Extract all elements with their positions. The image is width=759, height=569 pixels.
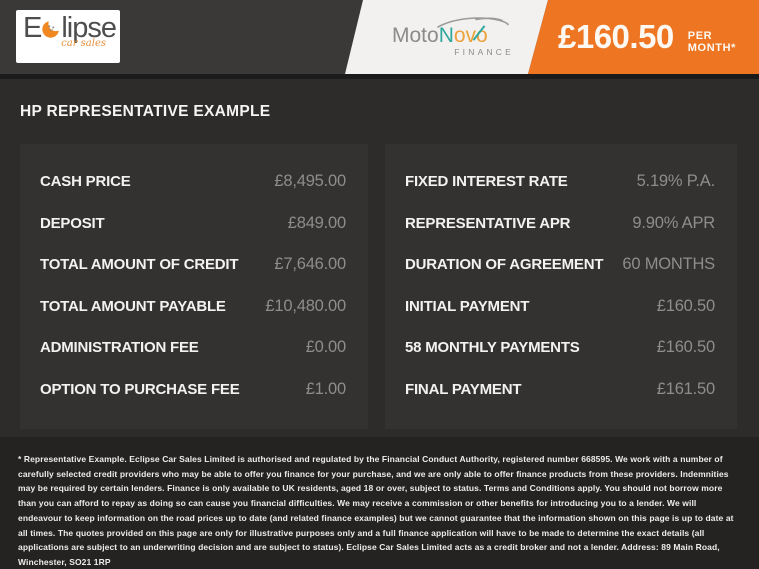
table-row: OPTION TO PURCHASE FEE £1.00	[40, 369, 346, 411]
finance-row-value: £849.00	[287, 213, 346, 232]
eclipse-logo-prefix: E	[23, 12, 42, 44]
eclipse-logo-tagline: car sales	[61, 38, 106, 49]
table-row: INITIAL PAYMENT £160.50	[405, 286, 715, 328]
eclipse-moon-icon	[42, 18, 63, 38]
table-row: REPRESENTATIVE APR 9.90% APR	[405, 203, 715, 245]
monthly-price: £160.50	[558, 18, 674, 55]
finance-row-label: ADMINISTRATION FEE	[40, 339, 199, 357]
finance-row-label: DEPOSIT	[40, 214, 105, 232]
table-row: FINAL PAYMENT £161.50	[405, 369, 715, 411]
finance-row-value: £1.00	[305, 379, 346, 398]
monthly-price-banner: £160.50 PER MONTH*	[528, 0, 759, 74]
main-content: HP REPRESENTATIVE EXAMPLE CASH PRICE £8,…	[0, 79, 759, 437]
finance-row-value: £161.50	[656, 379, 715, 398]
disclaimer-text: * Representative Example. Eclipse Car Sa…	[18, 454, 734, 567]
finance-row-value: £7,646.00	[274, 255, 346, 274]
finance-row-label: OPTION TO PURCHASE FEE	[40, 380, 240, 398]
finance-row-label: INITIAL PAYMENT	[405, 297, 530, 315]
finance-row-label: CASH PRICE	[40, 173, 131, 191]
table-row: ADMINISTRATION FEE £0.00	[40, 327, 346, 369]
finance-row-label: DURATION OF AGREEMENT	[405, 256, 604, 274]
finance-row-label: FINAL PAYMENT	[405, 380, 522, 398]
eclipse-logo-suffix: lipse	[61, 12, 117, 44]
table-row: TOTAL AMOUNT PAYABLE £10,480.00	[40, 286, 346, 328]
finance-row-label: REPRESENTATIVE APR	[405, 214, 571, 232]
finance-row-value: £8,495.00	[274, 172, 346, 191]
finance-row-label: TOTAL AMOUNT OF CREDIT	[40, 256, 239, 274]
car-swoosh-icon	[437, 17, 509, 28]
finance-row-label: TOTAL AMOUNT PAYABLE	[40, 297, 226, 315]
finance-row-value: 60 MONTHS	[622, 255, 715, 274]
header-divider	[0, 74, 759, 79]
motonovo-finance-label: FINANCE	[454, 47, 514, 57]
table-row: 58 MONTHLY PAYMENTS £160.50	[405, 327, 715, 369]
table-row: CASH PRICE £8,495.00	[40, 161, 346, 203]
finance-panel-right: FIXED INTEREST RATE 5.19% P.A. REPRESENT…	[385, 144, 737, 429]
finance-row-label: FIXED INTEREST RATE	[405, 173, 568, 191]
finance-row-value: £160.50	[656, 338, 715, 357]
disclaimer-footer: * Representative Example. Eclipse Car Sa…	[0, 437, 759, 569]
page-title: HP REPRESENTATIVE EXAMPLE	[20, 103, 271, 120]
finance-row-label: 58 MONTHLY PAYMENTS	[405, 339, 580, 357]
finance-row-value: 9.90% APR	[632, 213, 715, 232]
per-month-label: PER MONTH*	[687, 30, 737, 54]
table-row: FIXED INTEREST RATE 5.19% P.A.	[405, 161, 715, 203]
motonovo-logo[interactable]: MotoNovo FINANCE	[392, 16, 514, 57]
motonovo-wordmark: MotoNovo	[392, 24, 488, 47]
finance-brand-panel	[345, 0, 548, 74]
table-row: DEPOSIT £849.00	[40, 203, 346, 245]
finance-row-value: 5.19% P.A.	[636, 172, 716, 191]
table-row: TOTAL AMOUNT OF CREDIT £7,646.00	[40, 244, 346, 286]
table-row: DURATION OF AGREEMENT 60 MONTHS	[405, 244, 715, 286]
finance-row-value: £160.50	[656, 296, 715, 315]
finance-row-value: £10,480.00	[265, 296, 346, 315]
finance-row-value: £0.00	[305, 338, 346, 357]
finance-panel-left: CASH PRICE £8,495.00 DEPOSIT £849.00 TOT…	[20, 144, 368, 429]
finance-panels: CASH PRICE £8,495.00 DEPOSIT £849.00 TOT…	[0, 144, 759, 429]
